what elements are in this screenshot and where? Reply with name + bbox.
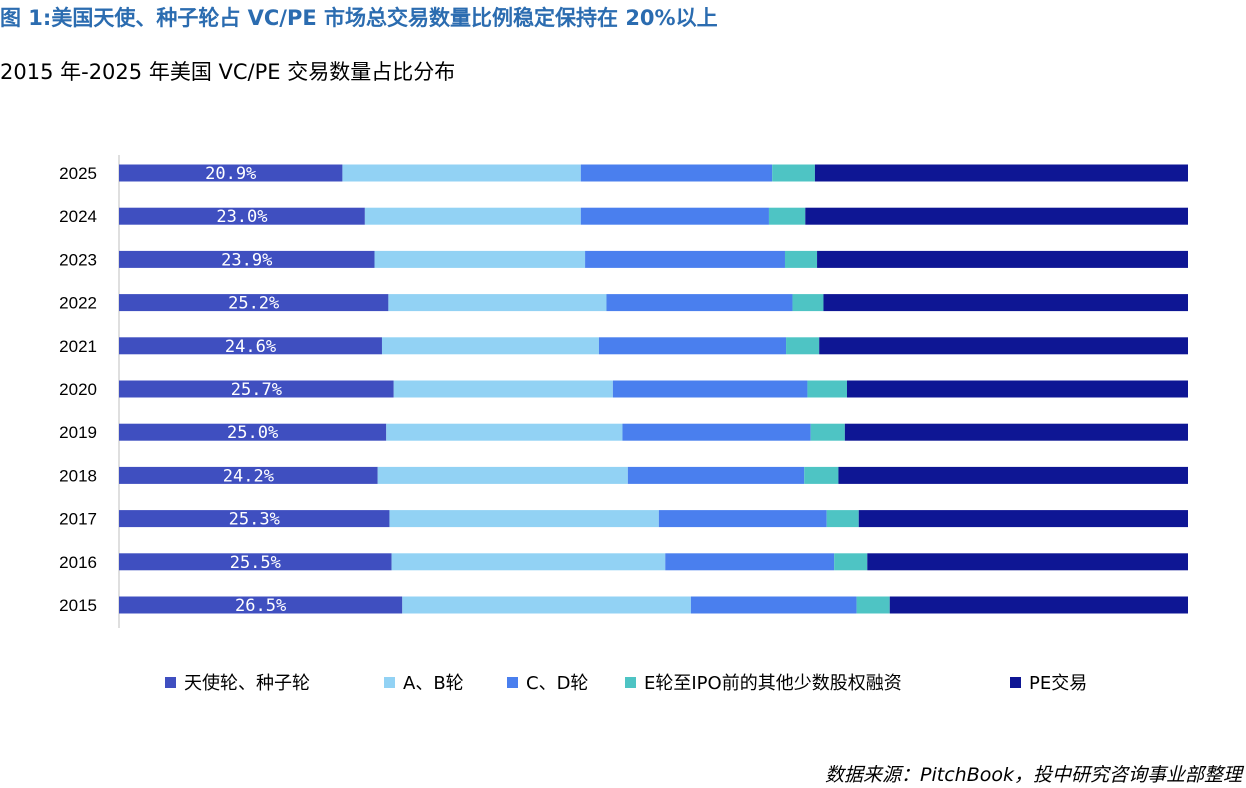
bar-segment bbox=[846, 380, 1188, 398]
bar-segment bbox=[119, 207, 365, 225]
bar-segment bbox=[585, 250, 785, 268]
data-label: 20.9% bbox=[205, 164, 256, 184]
bar-segment bbox=[792, 294, 824, 312]
y-tick-label: 2019 bbox=[59, 423, 97, 442]
bar-segment bbox=[580, 164, 773, 182]
bar-segment bbox=[658, 510, 827, 528]
data-label: 23.9% bbox=[221, 250, 272, 270]
bar-segment bbox=[807, 380, 847, 398]
y-tick-label: 2025 bbox=[59, 164, 97, 183]
bar-segment bbox=[622, 423, 811, 441]
stacked-bar-chart: 2025 20.9% 2024 23.0% 2023 23.9% 2022 25.2% 2021… bbox=[59, 155, 1188, 628]
bar-segment bbox=[402, 596, 691, 614]
data-label: 25.3% bbox=[229, 510, 280, 530]
bar-segment bbox=[606, 294, 793, 312]
bar-segment bbox=[119, 294, 389, 312]
data-label: 26.5% bbox=[235, 596, 286, 616]
bar-segment bbox=[342, 164, 581, 182]
data-label: 25.0% bbox=[227, 423, 278, 443]
legend-item: PE交易 bbox=[1010, 669, 1087, 695]
bar-segment bbox=[374, 250, 586, 268]
bar-segment bbox=[119, 250, 375, 268]
bar-segment bbox=[838, 466, 1188, 484]
bar-segment bbox=[627, 466, 805, 484]
legend-item: C、D轮 bbox=[507, 669, 588, 695]
bar-segment bbox=[834, 553, 868, 571]
data-source-note: 数据来源：PitchBook，投中研究咨询事业部整理 bbox=[825, 764, 1242, 786]
chart-subtitle: 2015 年-2025 年美国 VC/PE 交易数量占比分布 bbox=[0, 60, 456, 84]
bar-segment bbox=[856, 596, 890, 614]
data-label: 25.5% bbox=[230, 553, 281, 573]
y-tick-label: 2020 bbox=[59, 380, 97, 399]
bar-segment bbox=[119, 380, 394, 398]
bar-segment bbox=[805, 207, 1188, 225]
bar-segment bbox=[119, 423, 387, 441]
bar-segment bbox=[819, 337, 1188, 355]
y-tick-label: 2023 bbox=[59, 250, 97, 269]
legend-label: 天使轮、种子轮 bbox=[184, 673, 310, 694]
legend-swatch bbox=[165, 676, 176, 688]
bar-segment bbox=[786, 337, 820, 355]
legend-label: C、D轮 bbox=[526, 673, 589, 694]
bar-segment bbox=[386, 423, 623, 441]
bar-segment bbox=[858, 510, 1188, 528]
bar-segment bbox=[119, 596, 403, 614]
bar-segment bbox=[391, 553, 666, 571]
bar-segment bbox=[598, 337, 787, 355]
data-label: 23.0% bbox=[216, 207, 267, 227]
bar-segment bbox=[388, 294, 607, 312]
bar-segment bbox=[889, 596, 1188, 614]
bar-segment bbox=[826, 510, 859, 528]
bar-segment bbox=[784, 250, 818, 268]
y-tick-label: 2017 bbox=[59, 510, 97, 529]
legend-swatch bbox=[625, 676, 636, 688]
legend-label: A、B轮 bbox=[403, 673, 464, 694]
bar-segment bbox=[810, 423, 845, 441]
bar-segment bbox=[119, 164, 343, 182]
bar-segment bbox=[867, 553, 1188, 571]
legend-label: PE交易 bbox=[1029, 673, 1088, 694]
bar-segment bbox=[612, 380, 808, 398]
legend-label: E轮至IPO前的其他少数股权融资 bbox=[644, 673, 902, 694]
data-label: 24.6% bbox=[225, 337, 276, 357]
y-tick-label: 2018 bbox=[59, 466, 97, 485]
legend-item: 天使轮、种子轮 bbox=[165, 669, 310, 695]
bar-segment bbox=[690, 596, 857, 614]
y-tick-label: 2022 bbox=[59, 294, 97, 313]
bar-segment bbox=[844, 423, 1188, 441]
data-label: 24.2% bbox=[223, 466, 274, 486]
legend-item: A、B轮 bbox=[384, 669, 464, 695]
bar-segment bbox=[119, 466, 378, 484]
bar-segment bbox=[119, 510, 390, 528]
bar-segment bbox=[364, 207, 581, 225]
bar-segment bbox=[580, 207, 769, 225]
bar-segment bbox=[772, 164, 815, 182]
bar-segment bbox=[119, 337, 382, 355]
bar-segment bbox=[823, 294, 1188, 312]
legend-swatch bbox=[384, 676, 395, 688]
data-label: 25.7% bbox=[231, 380, 282, 400]
figure-title: 图 1:美国天使、种子轮占 VC/PE 市场总交易数量比例稳定保持在 20%以上 bbox=[0, 6, 718, 30]
y-tick-label: 2024 bbox=[59, 207, 97, 226]
bar-segment bbox=[814, 164, 1188, 182]
y-tick-label: 2015 bbox=[59, 596, 97, 615]
bar-segment bbox=[393, 380, 613, 398]
bar-segment bbox=[377, 466, 628, 484]
y-tick-label: 2021 bbox=[59, 337, 97, 356]
bar-segment bbox=[665, 553, 835, 571]
legend-item: E轮至IPO前的其他少数股权融资 bbox=[625, 669, 902, 695]
data-label: 25.2% bbox=[228, 294, 279, 314]
bar-segment bbox=[804, 466, 839, 484]
bar-segment bbox=[381, 337, 599, 355]
legend-swatch bbox=[1010, 676, 1021, 688]
bar-segment bbox=[817, 250, 1188, 268]
bar-segment bbox=[389, 510, 659, 528]
bar-segment bbox=[119, 553, 392, 571]
y-tick-label: 2016 bbox=[59, 553, 97, 572]
legend-swatch bbox=[507, 676, 518, 688]
chart-legend: 天使轮、种子轮 A、B轮 C、D轮 E轮至IPO前的其他少数股权融资 PE交易 bbox=[0, 669, 1246, 699]
bar-segment bbox=[768, 207, 806, 225]
